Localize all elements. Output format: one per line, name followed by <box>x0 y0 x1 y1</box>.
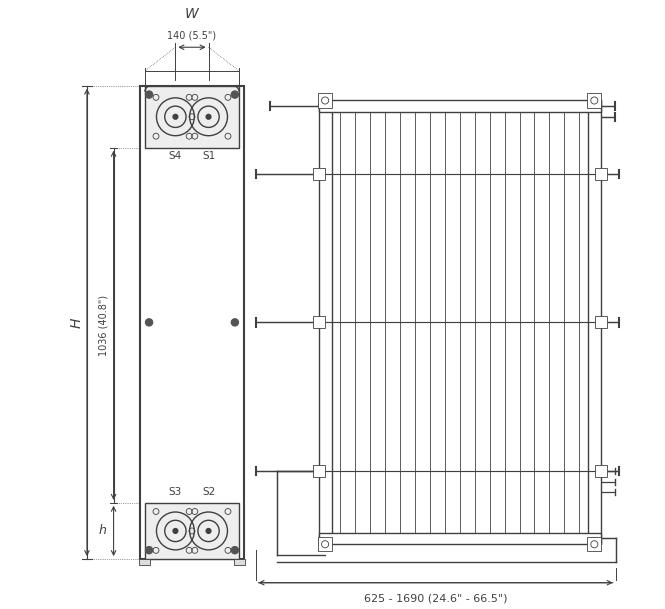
Bar <box>595 168 606 180</box>
Circle shape <box>231 547 239 554</box>
Circle shape <box>146 547 153 554</box>
Bar <box>313 465 325 477</box>
Bar <box>145 86 239 148</box>
Bar <box>313 317 325 328</box>
Bar <box>318 93 332 108</box>
Bar <box>588 100 600 544</box>
Text: S2: S2 <box>202 487 215 497</box>
Circle shape <box>231 91 239 98</box>
Circle shape <box>146 319 153 326</box>
Text: H: H <box>69 317 83 328</box>
Bar <box>140 86 244 559</box>
Bar <box>595 317 606 328</box>
Text: 625 - 1690 (24.6" - 66.5"): 625 - 1690 (24.6" - 66.5") <box>364 593 507 604</box>
Text: h: h <box>98 524 106 537</box>
Bar <box>234 559 245 565</box>
Bar <box>319 532 600 544</box>
Bar <box>145 503 239 559</box>
Text: S4: S4 <box>169 151 182 161</box>
Circle shape <box>146 91 153 98</box>
Text: W: W <box>185 7 199 21</box>
Circle shape <box>206 114 211 119</box>
Circle shape <box>173 114 178 119</box>
Circle shape <box>173 529 178 533</box>
Bar <box>318 537 332 551</box>
Bar <box>587 93 601 108</box>
Circle shape <box>206 529 211 533</box>
Bar <box>319 100 600 112</box>
Circle shape <box>231 319 239 326</box>
Bar <box>139 559 150 565</box>
Bar <box>587 537 601 551</box>
Text: 140 (5.5"): 140 (5.5") <box>168 30 217 40</box>
Bar <box>595 465 606 477</box>
Text: S3: S3 <box>169 487 182 497</box>
Bar <box>319 100 332 544</box>
Text: 1036 (40.8"): 1036 (40.8") <box>99 295 109 356</box>
Bar <box>313 168 325 180</box>
Text: S1: S1 <box>202 151 215 161</box>
